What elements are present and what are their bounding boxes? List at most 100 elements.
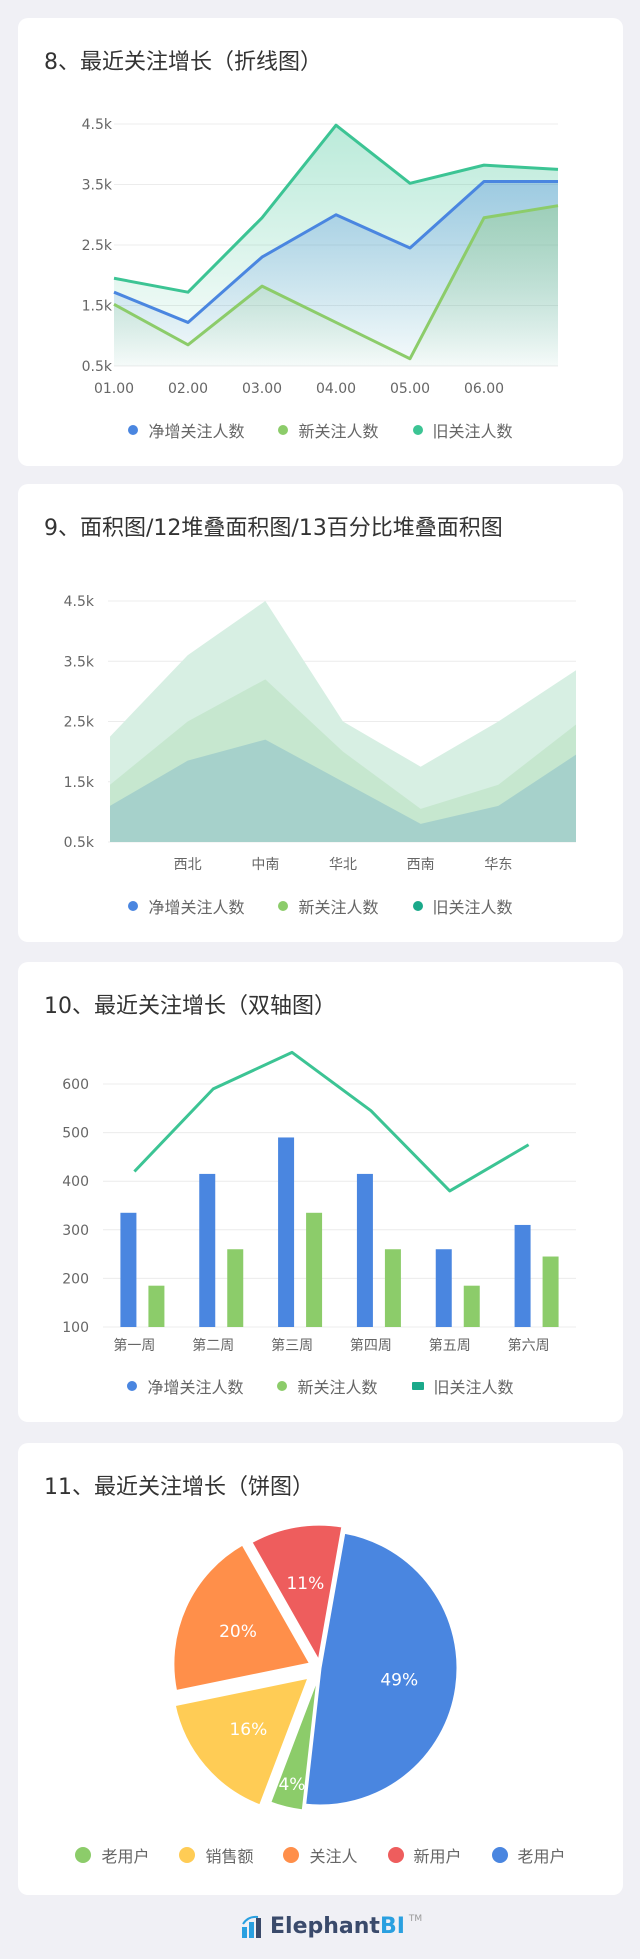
legend-label: 净增关注人数 bbox=[148, 422, 245, 441]
legend-label: 老用户 bbox=[517, 1847, 566, 1866]
y-tick-label: 600 bbox=[62, 1077, 89, 1093]
bar bbox=[356, 1173, 373, 1327]
bar bbox=[278, 1137, 295, 1327]
legend-item[interactable]: 销售额 bbox=[179, 1843, 253, 1867]
legend-marker-icon bbox=[179, 1847, 196, 1863]
y-tick-label: 300 bbox=[62, 1223, 89, 1239]
elephantbi-logo: ElephantBI TM bbox=[240, 1914, 422, 1939]
x-tick-label: 04.00 bbox=[316, 381, 356, 397]
bar bbox=[120, 1212, 137, 1327]
legend-marker-icon bbox=[75, 1847, 92, 1863]
bar bbox=[435, 1249, 452, 1327]
legend-item[interactable]: 旧关注人数 bbox=[412, 418, 513, 442]
chart-legend: 净增关注人数 新关注人数 旧关注人数 bbox=[18, 894, 623, 918]
bar bbox=[384, 1249, 401, 1327]
y-tick-label: 400 bbox=[62, 1174, 89, 1190]
x-tick-label: 中南 bbox=[251, 857, 279, 873]
legend-label: 销售额 bbox=[205, 1847, 254, 1866]
dual-axis-chart-card: 10、最近关注增长（双轴图） 100 200 300 400 500 600 第一周 第二周 第… bbox=[18, 962, 623, 1422]
x-tick-label: 01.00 bbox=[94, 381, 134, 397]
x-tick-label: 第二周 bbox=[192, 1337, 234, 1354]
y-tick-label: 4.5k bbox=[82, 117, 113, 133]
legend-marker-icon bbox=[128, 901, 139, 911]
bar bbox=[542, 1256, 559, 1327]
legend-label: 新关注人数 bbox=[298, 422, 379, 441]
legend-item[interactable]: 新关注人数 bbox=[277, 1374, 378, 1398]
legend-label: 旧关注人数 bbox=[433, 1378, 514, 1397]
x-tick-label: 第三周 bbox=[271, 1337, 313, 1354]
legend-label: 老用户 bbox=[101, 1847, 150, 1866]
legend-label: 净增关注人数 bbox=[147, 1378, 244, 1397]
legend-item[interactable]: 旧关注人数 bbox=[411, 1374, 514, 1398]
bar bbox=[306, 1212, 323, 1327]
pie-slice bbox=[267, 1673, 321, 1813]
legend-item[interactable]: 关注人 bbox=[283, 1843, 358, 1867]
legend-item[interactable]: 旧关注人数 bbox=[412, 894, 513, 918]
pie-chart-card: 11、最近关注增长（饼图） 49% 4% 16% 20% 11% 老用户 销售额 关注人 新用… bbox=[18, 1443, 623, 1895]
pie-slice bbox=[248, 1522, 345, 1667]
legend-label: 旧关注人数 bbox=[432, 898, 513, 917]
x-tick-label: 第五周 bbox=[429, 1337, 471, 1354]
slice-label: 11% bbox=[286, 1574, 324, 1594]
legend-item[interactable]: 新关注人数 bbox=[278, 894, 379, 918]
legend-item[interactable]: 老用户 bbox=[491, 1843, 566, 1867]
series-area bbox=[114, 205, 558, 366]
y-tick-label: 2.5k bbox=[64, 715, 95, 731]
series-line bbox=[113, 123, 559, 294]
card-title: 10、最近关注增长（双轴图） bbox=[44, 994, 336, 1019]
slice-label: 4% bbox=[278, 1775, 305, 1795]
legend-item[interactable]: 新用户 bbox=[387, 1843, 462, 1867]
legend-marker-icon bbox=[128, 425, 139, 435]
area-chart-card: 9、面积图/12堆叠面积图/13百分比堆叠面积图 0.5k 1.5k 2.5k 3.5… bbox=[18, 484, 623, 942]
legend-item[interactable]: 老用户 bbox=[75, 1843, 149, 1867]
bar bbox=[227, 1249, 244, 1327]
slice-label: 49% bbox=[380, 1670, 418, 1690]
bar-chart-logo-icon bbox=[242, 1915, 261, 1938]
slice-label: 16% bbox=[229, 1720, 267, 1740]
x-tick-label: 第四周 bbox=[350, 1337, 392, 1354]
legend-item[interactable]: 净增关注人数 bbox=[128, 418, 244, 442]
y-tick-label: 1.5k bbox=[82, 299, 113, 315]
series-area bbox=[110, 739, 576, 842]
area-chart: 0.5k 1.5k 2.5k 3.5k 4.5k 西北 中南 华北 西南 华东 bbox=[64, 594, 576, 873]
bar bbox=[148, 1285, 165, 1327]
legend-item[interactable]: 净增关注人数 bbox=[127, 1374, 243, 1398]
legend-marker-icon bbox=[283, 1847, 300, 1863]
legend-label: 关注人 bbox=[309, 1847, 358, 1866]
y-tick-label: 2.5k bbox=[82, 238, 113, 254]
chart-legend: 净增关注人数 新关注人数 旧关注人数 bbox=[18, 418, 623, 442]
y-tick-label: 500 bbox=[62, 1126, 89, 1142]
y-tick-label: 200 bbox=[62, 1271, 89, 1287]
pie-chart: 49% 4% 16% 20% 11% bbox=[171, 1522, 460, 1813]
y-tick-label: 100 bbox=[62, 1320, 89, 1336]
bar bbox=[514, 1224, 531, 1327]
series-line bbox=[133, 1050, 530, 1193]
x-tick-label: 第六周 bbox=[508, 1337, 550, 1354]
x-tick-label: 华北 bbox=[329, 857, 357, 873]
legend-label: 新关注人数 bbox=[297, 1378, 378, 1397]
y-tick-label: 0.5k bbox=[64, 835, 95, 851]
x-tick-label: 02.00 bbox=[168, 381, 208, 397]
legend-marker-icon bbox=[412, 901, 423, 911]
legend-marker-icon bbox=[278, 901, 289, 911]
pie-slice bbox=[172, 1675, 312, 1809]
x-tick-label: 西南 bbox=[407, 857, 435, 873]
bar bbox=[463, 1285, 480, 1327]
series-line bbox=[113, 204, 559, 361]
legend-label: 新关注人数 bbox=[298, 898, 379, 917]
chart-legend: 净增关注人数 新关注人数 旧关注人数 bbox=[18, 1374, 623, 1398]
legend-marker-icon bbox=[411, 1382, 424, 1390]
legend-label: 旧关注人数 bbox=[432, 422, 513, 441]
legend-label: 净增关注人数 bbox=[148, 898, 245, 917]
x-tick-label: 西北 bbox=[174, 857, 202, 873]
legend-marker-icon bbox=[387, 1847, 404, 1863]
x-tick-label: 03.00 bbox=[242, 381, 282, 397]
x-tick-label: 05.00 bbox=[390, 381, 430, 397]
x-tick-label: 第一周 bbox=[113, 1337, 155, 1354]
line-chart: 0.5k 1.5k 2.5k 3.5k 4.5k 01.00 02.00 03.00 04.00… bbox=[82, 117, 559, 397]
dual-axis-chart: 100 200 300 400 500 600 第一周 第二周 第三周 第四周 第五周 第六周 bbox=[62, 1050, 576, 1354]
chart-legend: 老用户 销售额 关注人 新用户 老用户 bbox=[18, 1843, 623, 1867]
legend-item[interactable]: 净增关注人数 bbox=[128, 894, 244, 918]
y-tick-label: 1.5k bbox=[64, 775, 95, 791]
legend-item[interactable]: 新关注人数 bbox=[278, 418, 379, 442]
